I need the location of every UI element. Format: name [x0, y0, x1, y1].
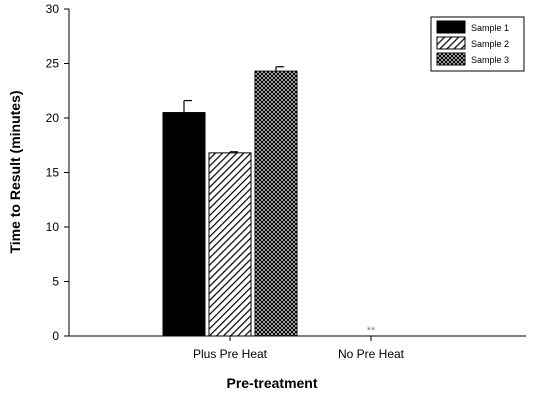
y-tick-label: 15	[46, 166, 60, 180]
plot-area: 0 5 10 15 20 25 30 Plus Pre Heat No Pre Heat **	[46, 2, 526, 361]
annotation-label: **	[367, 325, 376, 337]
y-tick-label: 5	[52, 275, 59, 289]
legend-label: Sample 1	[471, 23, 509, 33]
x-tick-label: Plus Pre Heat	[193, 347, 268, 361]
y-tick-label: 10	[46, 220, 60, 234]
y-axis-title: Time to Result (minutes)	[7, 90, 23, 253]
y-tick-label: 25	[46, 57, 60, 71]
legend-label: Sample 3	[471, 55, 509, 65]
y-tick-label: 30	[46, 2, 60, 16]
y-tick-label: 0	[52, 329, 59, 343]
legend-swatch-sample-2	[436, 36, 466, 50]
bar-sample-2	[208, 152, 252, 337]
legend-label: Sample 2	[471, 39, 509, 49]
legend-swatch-sample-1	[436, 20, 466, 34]
x-axis-title: Pre-treatment	[226, 375, 317, 391]
legend: Sample 1 Sample 2 Sample 3	[430, 16, 525, 72]
bar-sample-1	[162, 112, 206, 337]
legend-swatch-sample-3	[436, 52, 466, 66]
x-tick-label: No Pre Heat	[338, 347, 405, 361]
y-tick-label: 20	[46, 111, 60, 125]
bar-sample-3	[254, 70, 298, 337]
